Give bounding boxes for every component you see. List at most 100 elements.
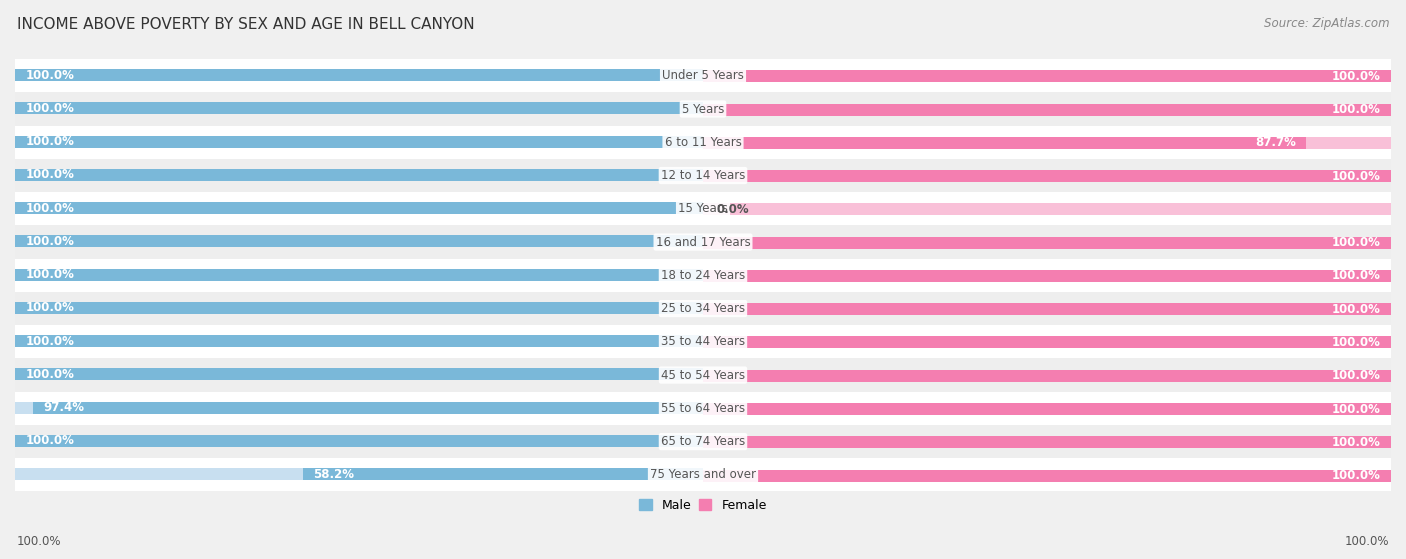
Text: 100.0%: 100.0% xyxy=(1331,70,1381,83)
Bar xyxy=(15,102,703,115)
Bar xyxy=(703,236,1391,249)
Text: 100.0%: 100.0% xyxy=(25,202,75,215)
Bar xyxy=(15,335,703,347)
Text: 55 to 64 Years: 55 to 64 Years xyxy=(661,402,745,415)
Bar xyxy=(703,369,1391,382)
Text: 100.0%: 100.0% xyxy=(25,102,75,115)
Text: 100.0%: 100.0% xyxy=(25,135,75,148)
Text: 100.0%: 100.0% xyxy=(1331,236,1381,249)
Bar xyxy=(15,59,1391,92)
Bar xyxy=(703,170,1391,182)
Bar xyxy=(703,403,1391,415)
Bar xyxy=(15,302,703,314)
Bar xyxy=(15,235,703,248)
Bar xyxy=(15,368,703,381)
Bar xyxy=(15,102,703,115)
Bar xyxy=(703,369,1391,382)
Bar xyxy=(703,70,1391,82)
Bar xyxy=(32,402,703,414)
Bar xyxy=(15,192,1391,225)
Text: 5 Years: 5 Years xyxy=(682,102,724,116)
Bar xyxy=(15,468,703,480)
Text: 100.0%: 100.0% xyxy=(1331,303,1381,316)
Text: 100.0%: 100.0% xyxy=(1344,535,1389,548)
Text: 100.0%: 100.0% xyxy=(25,235,75,248)
Bar xyxy=(703,436,1391,448)
Bar xyxy=(15,259,1391,292)
Text: Under 5 Years: Under 5 Years xyxy=(662,69,744,82)
Bar xyxy=(703,70,1391,82)
Bar xyxy=(703,270,1391,282)
Text: 100.0%: 100.0% xyxy=(25,301,75,314)
Bar xyxy=(703,303,1391,315)
Legend: Male, Female: Male, Female xyxy=(634,494,772,517)
Text: 0.0%: 0.0% xyxy=(717,203,749,216)
Bar xyxy=(703,337,1391,348)
Text: 18 to 24 Years: 18 to 24 Years xyxy=(661,269,745,282)
Bar xyxy=(15,435,703,447)
Bar xyxy=(15,126,1391,159)
Text: 6 to 11 Years: 6 to 11 Years xyxy=(665,136,741,149)
Bar xyxy=(703,470,1391,481)
Text: 100.0%: 100.0% xyxy=(25,168,75,181)
Bar xyxy=(15,169,703,181)
Bar xyxy=(703,203,1391,215)
Text: 100.0%: 100.0% xyxy=(1331,402,1381,415)
Text: 16 and 17 Years: 16 and 17 Years xyxy=(655,235,751,249)
Bar xyxy=(703,137,1306,149)
Text: 100.0%: 100.0% xyxy=(1331,336,1381,349)
Text: 25 to 34 Years: 25 to 34 Years xyxy=(661,302,745,315)
Text: 100.0%: 100.0% xyxy=(1331,103,1381,116)
Text: 100.0%: 100.0% xyxy=(1331,170,1381,183)
Bar xyxy=(302,468,703,480)
Bar xyxy=(703,270,1391,282)
Bar xyxy=(15,335,703,347)
Text: 12 to 14 Years: 12 to 14 Years xyxy=(661,169,745,182)
Bar xyxy=(15,169,703,181)
Text: 100.0%: 100.0% xyxy=(1331,469,1381,482)
Bar xyxy=(15,92,1391,126)
Text: 65 to 74 Years: 65 to 74 Years xyxy=(661,435,745,448)
Text: 100.0%: 100.0% xyxy=(1331,269,1381,282)
Bar xyxy=(15,392,1391,425)
Text: 97.4%: 97.4% xyxy=(44,401,84,414)
Text: 15 Years: 15 Years xyxy=(678,202,728,215)
Text: 58.2%: 58.2% xyxy=(314,468,354,481)
Bar xyxy=(15,358,1391,392)
Bar xyxy=(15,269,703,281)
Bar xyxy=(15,435,703,447)
Text: 45 to 54 Years: 45 to 54 Years xyxy=(661,368,745,382)
Bar xyxy=(703,170,1391,182)
Bar xyxy=(15,292,1391,325)
Bar xyxy=(15,325,1391,358)
Text: 100.0%: 100.0% xyxy=(25,69,75,82)
Bar xyxy=(15,159,1391,192)
Bar xyxy=(15,235,703,248)
Text: 100.0%: 100.0% xyxy=(1331,369,1381,382)
Bar xyxy=(15,402,703,414)
Bar xyxy=(15,269,703,281)
Bar xyxy=(15,458,1391,491)
Text: 100.0%: 100.0% xyxy=(1331,436,1381,449)
Text: 100.0%: 100.0% xyxy=(25,368,75,381)
Bar xyxy=(15,202,703,214)
Bar xyxy=(703,337,1391,348)
Text: INCOME ABOVE POVERTY BY SEX AND AGE IN BELL CANYON: INCOME ABOVE POVERTY BY SEX AND AGE IN B… xyxy=(17,17,474,32)
Bar xyxy=(15,202,703,214)
Bar xyxy=(703,236,1391,249)
Text: 100.0%: 100.0% xyxy=(25,434,75,447)
Bar xyxy=(703,303,1391,315)
Bar xyxy=(15,425,1391,458)
Bar xyxy=(15,225,1391,259)
Bar xyxy=(15,69,703,81)
Text: 75 Years and over: 75 Years and over xyxy=(650,468,756,481)
Bar xyxy=(15,136,703,148)
Bar xyxy=(703,403,1391,415)
Bar xyxy=(15,136,703,148)
Text: 100.0%: 100.0% xyxy=(25,335,75,348)
Bar xyxy=(15,368,703,381)
Bar xyxy=(15,69,703,81)
Text: 100.0%: 100.0% xyxy=(25,268,75,281)
Bar xyxy=(703,470,1391,481)
Bar xyxy=(703,103,1391,116)
